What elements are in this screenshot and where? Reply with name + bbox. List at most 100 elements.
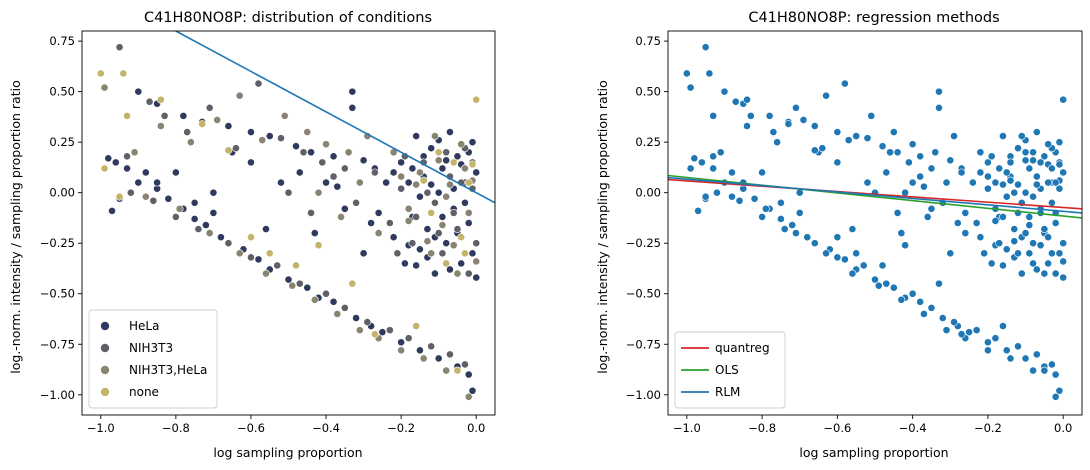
data-point (209, 188, 218, 197)
data-point (1010, 188, 1019, 197)
data-point (882, 279, 891, 288)
data-point (799, 116, 808, 124)
data-point (397, 184, 406, 193)
data-point (262, 269, 270, 278)
data-point (863, 178, 872, 187)
left-chart-panel: C41H80NO8P: distribution of conditions −… (8, 10, 496, 460)
data-point (935, 279, 943, 288)
data-point (1032, 180, 1041, 189)
data-point (385, 219, 394, 227)
data-point (1029, 259, 1037, 268)
data-point (1040, 366, 1049, 375)
data-point (1010, 237, 1019, 246)
data-point (942, 178, 951, 187)
data-point (329, 297, 338, 306)
data-point (446, 180, 454, 189)
data-point (457, 140, 466, 149)
data-point (953, 219, 962, 227)
data-point (697, 158, 706, 167)
left-x-tick-label: −0.2 (387, 421, 415, 435)
data-point (893, 148, 902, 157)
left-y-tick-label: 0.00 (49, 186, 75, 200)
data-point (472, 239, 481, 248)
right-x-tick-label: −0.4 (899, 421, 927, 435)
data-point (1047, 164, 1056, 173)
data-point (927, 164, 936, 173)
data-point (1029, 192, 1037, 201)
data-point (1006, 176, 1015, 185)
legend-label: HeLa (129, 319, 159, 333)
data-point (818, 144, 827, 153)
data-point (720, 87, 729, 96)
data-point (1036, 158, 1045, 167)
data-point (976, 233, 985, 242)
data-point (442, 366, 451, 375)
data-point (995, 164, 1004, 173)
data-point (968, 178, 977, 187)
data-point (408, 239, 417, 248)
data-point (352, 314, 360, 322)
data-point (292, 261, 300, 270)
data-point (920, 182, 928, 191)
data-point (1047, 360, 1056, 369)
data-point (916, 152, 925, 161)
data-point (108, 206, 116, 215)
left-y-tick-label: −0.50 (40, 287, 75, 301)
fit-line (175, 31, 495, 204)
data-point (265, 132, 274, 140)
data-point (397, 172, 406, 181)
data-point (322, 140, 330, 149)
right-chart-panel: C41H80NO8P: regression methods −1.0 −0.8−… (595, 10, 1083, 460)
data-point (408, 164, 417, 173)
legend-marker (100, 343, 110, 353)
data-point (186, 138, 195, 147)
data-point (713, 188, 721, 197)
data-point (378, 328, 387, 337)
data-point (115, 192, 124, 201)
data-point (931, 148, 940, 157)
data-point (303, 283, 312, 292)
data-point (171, 168, 180, 177)
data-point (999, 132, 1007, 140)
data-point (141, 192, 150, 201)
data-point (773, 138, 782, 147)
data-point (916, 172, 925, 181)
data-point (370, 330, 379, 339)
regression-line-quantreg (668, 178, 1082, 210)
data-point (374, 208, 383, 217)
data-point (464, 370, 473, 379)
data-point (984, 338, 992, 347)
data-point (1059, 239, 1068, 248)
data-point (397, 158, 406, 167)
data-point (1051, 269, 1060, 278)
data-point (247, 128, 255, 136)
data-point (412, 261, 421, 270)
data-point (1014, 249, 1022, 258)
data-point (1051, 178, 1060, 187)
data-point (434, 156, 443, 165)
right-y-tick-label: 0.75 (635, 34, 661, 48)
right-x-tick-label: −0.6 (823, 421, 851, 435)
data-point (1002, 346, 1011, 355)
data-point (950, 318, 958, 326)
data-point (438, 221, 447, 229)
data-point (389, 233, 398, 242)
data-point (119, 69, 128, 78)
data-point (984, 346, 992, 355)
data-point (735, 196, 744, 205)
right-axes-frame (667, 30, 1083, 416)
legend-label: NIH3T3,HeLa (129, 363, 207, 377)
data-point (224, 239, 233, 248)
data-point (314, 188, 323, 197)
data-point (156, 95, 165, 104)
data-point (686, 83, 695, 92)
data-point (295, 279, 304, 288)
data-point (397, 338, 406, 347)
data-point (946, 249, 955, 258)
data-point (965, 328, 973, 337)
data-point (777, 198, 785, 207)
data-point (100, 164, 109, 173)
right-legend-box (674, 331, 786, 409)
data-point (694, 206, 703, 215)
data-point (874, 281, 883, 290)
